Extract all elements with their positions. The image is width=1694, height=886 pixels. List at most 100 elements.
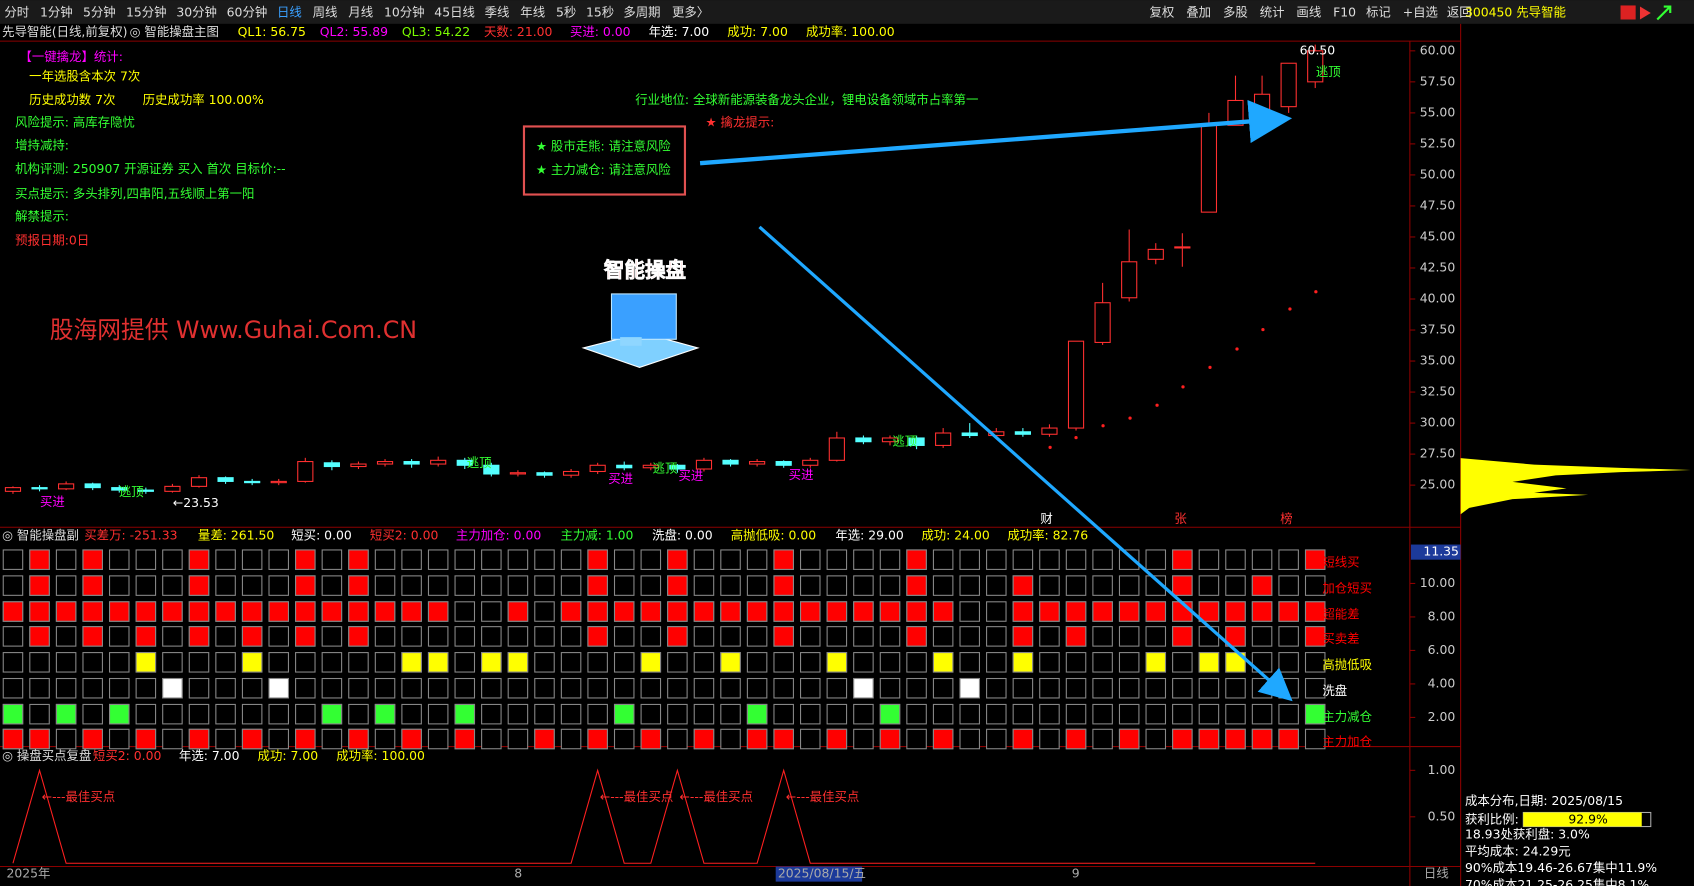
signal-cell xyxy=(135,575,157,596)
signal-cell-on xyxy=(188,601,210,622)
tool-button[interactable]: 统计 xyxy=(1260,5,1285,20)
signal-cell xyxy=(959,728,980,750)
signal-cell xyxy=(1278,677,1299,699)
period-tab[interactable]: 10分钟 xyxy=(384,5,425,20)
signal-cell-on xyxy=(587,728,608,750)
signal-cell xyxy=(321,677,343,699)
warning: ★ 主力减仓: 请注意风险 xyxy=(536,162,671,177)
signal-cell xyxy=(906,677,927,699)
price-tick-label: 37.50 xyxy=(1420,322,1456,337)
signal-cell-on xyxy=(693,728,715,750)
signal-cell xyxy=(2,575,24,596)
signal-cell xyxy=(826,677,848,699)
tool-button[interactable]: 标记 xyxy=(1366,5,1391,20)
period-tab[interactable]: 分时 xyxy=(4,5,29,20)
signal-cell xyxy=(853,728,874,750)
candle-body xyxy=(1041,427,1058,435)
signal-cell-on xyxy=(321,601,343,622)
signal-cell-on xyxy=(879,601,901,622)
period-tab[interactable]: 更多〉 xyxy=(672,5,709,20)
signal-cell-on xyxy=(587,549,608,570)
period-tab[interactable]: 1分钟 xyxy=(40,5,73,20)
note: 【一键擒龙】统计: xyxy=(19,49,122,64)
period-tab[interactable]: 周线 xyxy=(313,5,338,20)
signal-cell xyxy=(720,575,741,596)
signal-cell xyxy=(693,703,715,725)
period-tab[interactable]: 5分钟 xyxy=(83,5,116,20)
period-tab[interactable]: 月线 xyxy=(348,5,373,20)
period-tab[interactable]: 季线 xyxy=(485,5,510,20)
candle-body xyxy=(244,480,261,484)
period-tab[interactable]: 年线 xyxy=(520,5,545,20)
period-tab[interactable]: 日线 xyxy=(277,5,302,20)
signal-cell xyxy=(1012,549,1034,570)
period-tab[interactable]: 15分钟 xyxy=(126,5,167,20)
signal-cell xyxy=(1198,549,1220,570)
signal-cell-on xyxy=(1225,601,1246,622)
signal-cell xyxy=(1145,575,1167,596)
candle-body xyxy=(1280,62,1297,108)
signal-cell xyxy=(374,549,396,570)
signal-cell xyxy=(1039,575,1060,596)
tool-button[interactable]: 返回 xyxy=(1447,5,1472,20)
signal-cell xyxy=(109,652,130,673)
period-tab[interactable]: 60分钟 xyxy=(227,5,268,20)
signal-cell-on xyxy=(879,703,901,725)
signal-cell-on xyxy=(1172,626,1193,647)
period-tab[interactable]: 15秒 xyxy=(586,5,614,20)
signal-cell xyxy=(1039,626,1060,647)
signal-cell-on xyxy=(109,703,130,725)
icon[interactable] xyxy=(1656,5,1672,21)
signal-cell xyxy=(481,677,502,699)
tool-button[interactable]: 叠加 xyxy=(1186,5,1211,20)
period-tab[interactable]: 5秒 xyxy=(556,5,576,20)
signal-cell xyxy=(720,626,741,647)
tool-button[interactable]: 复权 xyxy=(1149,5,1174,20)
tool-button[interactable]: F10 xyxy=(1333,5,1356,20)
period-tab[interactable]: 多周期 xyxy=(623,5,660,20)
signal-cell-on xyxy=(693,601,715,622)
tool-button[interactable]: +自选 xyxy=(1403,5,1438,20)
signal-cell xyxy=(693,549,715,570)
signal-cell xyxy=(1012,677,1034,699)
signal-cell-on xyxy=(906,575,927,596)
readout: 成功率: 100.00 xyxy=(336,748,425,763)
note: 预报日期:0日 xyxy=(15,232,89,247)
signal-cell-on xyxy=(640,652,662,673)
signal-cell-on xyxy=(401,728,422,750)
annotation: 买进 xyxy=(678,468,703,483)
candle-body xyxy=(536,472,553,476)
annotation: 财 xyxy=(1040,511,1052,526)
signal-cell-on xyxy=(1118,728,1140,750)
period-tab[interactable]: 30分钟 xyxy=(176,5,217,20)
signal-cell xyxy=(800,652,821,673)
readout: 成功: 7.00 xyxy=(258,748,319,763)
signal-cell xyxy=(507,703,529,725)
signal-cell xyxy=(348,703,369,725)
signal-cell-on xyxy=(188,549,210,570)
tool-button[interactable]: 多股 xyxy=(1223,5,1248,20)
period-tab[interactable]: 45日线 xyxy=(434,5,475,20)
readout: 高抛低吸: 0.00 xyxy=(731,527,816,542)
signal-cell xyxy=(1039,677,1060,699)
signal-cell xyxy=(1118,677,1140,699)
signal-cell xyxy=(1039,652,1060,673)
tool-button[interactable]: 画线 xyxy=(1296,5,1321,20)
signal-cell-on xyxy=(1065,728,1087,750)
signal-cell-on xyxy=(29,626,50,647)
candle-body xyxy=(828,437,845,461)
candle-body xyxy=(1067,340,1085,429)
signal-cell xyxy=(932,703,954,725)
current-value-box xyxy=(1410,544,1461,560)
icon[interactable] xyxy=(1620,5,1636,20)
signal-cell xyxy=(348,652,369,673)
signal-cell-on xyxy=(746,703,768,725)
icon[interactable] xyxy=(1639,6,1651,20)
readout: 成功: 24.00 xyxy=(921,527,990,542)
candle-body xyxy=(961,432,978,437)
signal-cell xyxy=(188,652,210,673)
candle-body xyxy=(749,461,766,465)
signal-cell xyxy=(109,575,130,596)
signal-cell-on xyxy=(1198,601,1220,622)
note: 机构评测: 250907 开源证券 买入 首次 目标价:-- xyxy=(15,161,286,176)
